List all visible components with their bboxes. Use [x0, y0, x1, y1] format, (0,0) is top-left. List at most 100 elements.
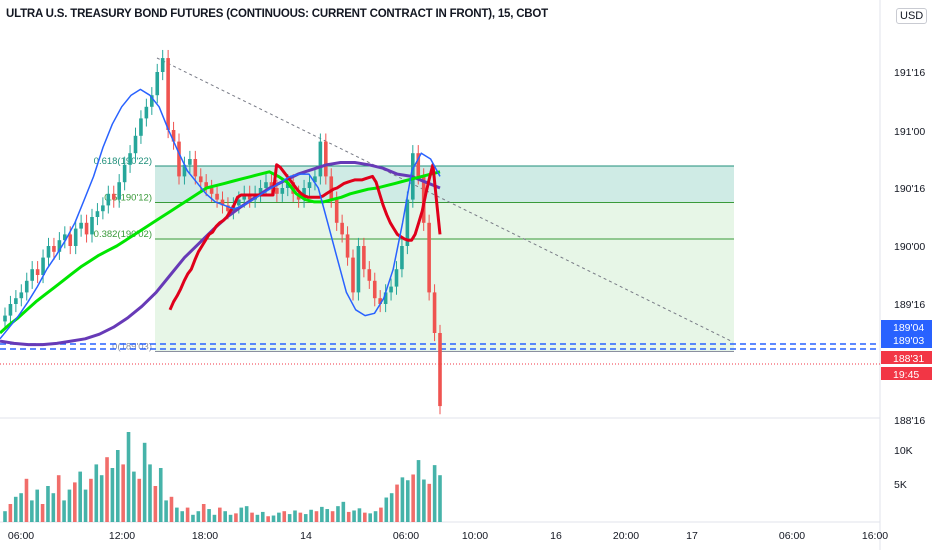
candle-body — [57, 240, 62, 252]
volume-bar — [126, 432, 131, 522]
volume-bar — [169, 496, 174, 522]
volume-bar — [250, 512, 254, 522]
volume-bar — [212, 514, 217, 522]
volume-bar — [368, 513, 372, 522]
volume-bar — [416, 460, 421, 522]
candle-body — [111, 193, 116, 200]
currency-button[interactable]: USD — [896, 8, 928, 24]
candle-body — [166, 58, 170, 130]
candle-body — [367, 269, 372, 281]
candle-body — [318, 141, 323, 177]
volume-bar — [180, 511, 185, 522]
candle-body — [432, 292, 437, 333]
candle-body — [438, 333, 442, 407]
volume-bar — [384, 497, 389, 522]
candle-body — [275, 188, 279, 194]
volume-bar — [293, 510, 297, 522]
candle-body — [198, 176, 203, 183]
candle-body — [24, 280, 29, 293]
volume-bar — [287, 514, 292, 522]
price-label-text: 19:45 — [893, 369, 919, 381]
volume-bar — [266, 516, 270, 522]
volume-bar — [158, 468, 163, 522]
price-axis-tick: 190'16 — [894, 183, 925, 195]
candle-body — [389, 286, 393, 293]
fib-level-label: 0(189'03) — [112, 342, 152, 353]
volume-bar — [137, 478, 142, 522]
candle-body — [247, 193, 252, 200]
volume-bar — [330, 511, 335, 522]
price-axis-tick: 191'16 — [894, 67, 925, 79]
candle-body — [128, 153, 132, 165]
volume-bar — [40, 504, 45, 522]
price-axis-tick: 191'00 — [894, 126, 925, 138]
volume-bar — [51, 493, 56, 522]
candle-body — [171, 130, 176, 142]
volume-bar — [352, 510, 356, 522]
candle-body — [90, 217, 94, 235]
candle-body — [14, 298, 18, 304]
volume-bar — [260, 511, 265, 522]
volume-bar — [244, 506, 249, 522]
candle-body — [150, 95, 154, 107]
volume-bar — [164, 500, 168, 522]
time-axis-tick: 12:00 — [109, 530, 135, 542]
volume-bar — [427, 483, 432, 522]
volume-axis-tick: 5K — [894, 479, 907, 491]
price-label-box — [881, 333, 932, 348]
candle-body — [30, 269, 34, 281]
volume-bar — [336, 506, 340, 522]
volume-bar — [303, 514, 308, 522]
candle-body — [144, 106, 149, 119]
volume-bar — [373, 511, 378, 522]
candle-body — [394, 269, 399, 287]
fib-zone-top — [155, 165, 734, 203]
candle-body — [307, 182, 312, 188]
volume-bar — [432, 465, 437, 522]
candle-body — [324, 141, 328, 177]
price-label-box — [881, 351, 932, 364]
candle-body — [345, 234, 350, 258]
candle-body — [372, 280, 377, 299]
candle-body — [68, 234, 73, 246]
candle-body — [313, 176, 317, 183]
volume-bar — [13, 496, 18, 522]
candle-body — [41, 257, 45, 275]
candle-body — [356, 246, 361, 293]
fib-level-label: 0.618(190'22) — [94, 156, 152, 167]
volume-bar — [363, 512, 367, 522]
volume-bar — [142, 442, 147, 522]
candle-body — [362, 246, 366, 270]
candle-body — [220, 199, 225, 206]
volume-bar — [105, 457, 109, 522]
candle-body — [242, 193, 247, 200]
candle-body — [416, 153, 421, 177]
price-axis-tick: 188'16 — [894, 415, 925, 427]
volume-bar — [3, 511, 7, 522]
volume-bar — [379, 507, 383, 522]
time-axis-tick: 06:00 — [393, 530, 419, 542]
candle-body — [84, 222, 89, 235]
price-label-box — [881, 320, 932, 333]
volume-bar — [255, 514, 260, 522]
volume-bar — [78, 471, 82, 522]
volume-bar — [400, 477, 405, 522]
candle-body — [8, 304, 13, 316]
volume-bar — [56, 475, 61, 522]
volume-bar — [94, 464, 99, 522]
volume-bar — [110, 468, 115, 522]
candle-body — [182, 164, 187, 177]
volume-bar — [325, 509, 330, 522]
candle-body — [139, 118, 143, 136]
candle-body — [3, 315, 7, 322]
volume-bar — [153, 486, 158, 522]
volume-bar — [411, 474, 415, 522]
candle-body — [193, 159, 198, 177]
volume-bar — [83, 489, 88, 522]
price-axis-tick: 189'16 — [894, 299, 925, 311]
ma-blue-line — [0, 88, 441, 340]
volume-bar — [218, 507, 222, 522]
volume-bar — [191, 514, 195, 522]
